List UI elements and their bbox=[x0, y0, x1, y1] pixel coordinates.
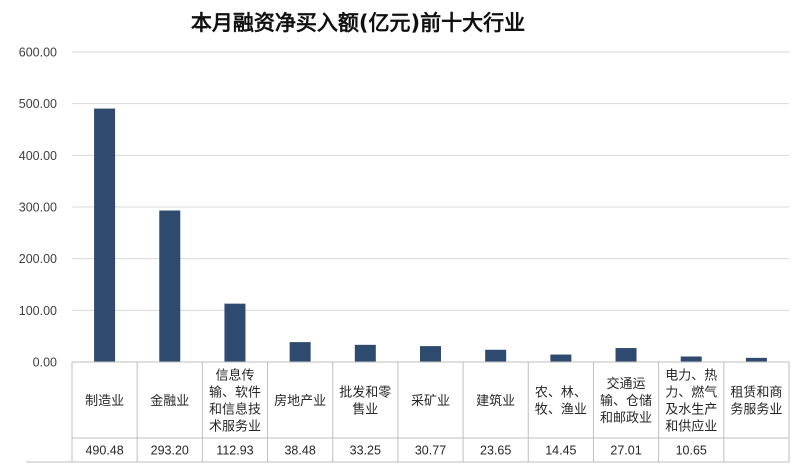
bar bbox=[289, 342, 311, 362]
bar bbox=[159, 210, 181, 362]
grid-lines bbox=[72, 51, 789, 311]
y-axis: 0.00 100.00 200.00 300.00 400.00 500.00 600.00 bbox=[19, 46, 57, 370]
data-value-label: 27.01 bbox=[610, 444, 641, 458]
bar bbox=[680, 356, 702, 362]
data-value-label: 293.20 bbox=[151, 444, 189, 458]
x-category-label: 信息传输、软件和信息技术服务业 bbox=[209, 368, 261, 435]
data-value-label: 23.65 bbox=[480, 444, 511, 458]
x-category-label: 制造业 bbox=[85, 394, 124, 409]
x-category-label: 房地产业 bbox=[274, 393, 326, 409]
y-tick-label: 0.00 bbox=[33, 356, 57, 370]
bar bbox=[745, 357, 767, 362]
bar bbox=[485, 349, 507, 362]
y-tick-label: 200.00 bbox=[19, 252, 57, 266]
chart-title: 本月融资净买入额(亿元)前十大行业 bbox=[191, 11, 525, 35]
data-value-label: 33.25 bbox=[350, 444, 381, 458]
data-value-label: 38.48 bbox=[284, 444, 315, 458]
bars bbox=[94, 108, 767, 363]
bar bbox=[354, 344, 376, 362]
x-category-label: 批发和零售业 bbox=[339, 385, 391, 418]
x-category-label: 租赁和商务服务业 bbox=[730, 386, 782, 418]
data-value-label: 490.48 bbox=[85, 444, 123, 458]
x-category-label: 农、林、牧、渔业 bbox=[535, 386, 587, 418]
data-value-label: 14.45 bbox=[545, 444, 576, 458]
bar bbox=[420, 346, 441, 362]
data-value-label: 112.93 bbox=[216, 444, 253, 458]
y-tick-label: 600.00 bbox=[19, 46, 57, 60]
y-tick-label: 100.00 bbox=[19, 304, 57, 318]
data-value-label: 10.65 bbox=[676, 444, 707, 458]
x-category-label: 金融业 bbox=[150, 393, 189, 409]
y-tick-label: 300.00 bbox=[19, 201, 57, 215]
data-value-label: 30.77 bbox=[415, 444, 446, 458]
y-tick-label: 500.00 bbox=[19, 97, 57, 111]
bar bbox=[224, 303, 246, 362]
y-tick-label: 400.00 bbox=[19, 149, 57, 163]
bar bbox=[615, 348, 637, 362]
x-category-label: 建筑业 bbox=[476, 393, 515, 409]
bar bbox=[94, 108, 116, 363]
x-category-label: 电力、热力、燃气及水生产和供应业 bbox=[665, 369, 717, 435]
bar bbox=[550, 354, 572, 362]
x-category-label: 采矿业 bbox=[411, 394, 450, 409]
x-category-label: 交通运输、仓储和邮政业 bbox=[600, 376, 652, 426]
